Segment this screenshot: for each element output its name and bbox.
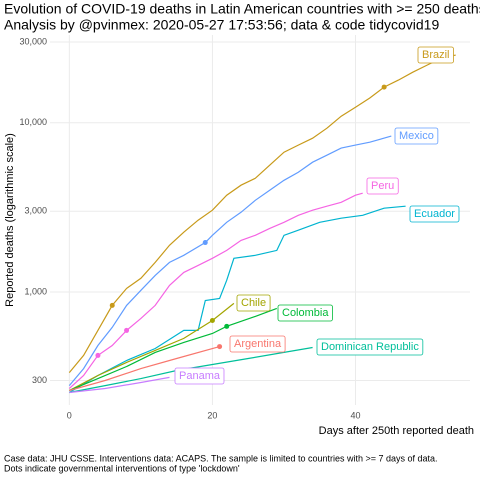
y-tick-label: 3,000: [24, 206, 47, 216]
legend-label: Mexico: [399, 130, 434, 142]
lockdown-dot: [381, 84, 387, 90]
x-axis-title: Days after 250th reported death: [319, 425, 474, 437]
series-line: [69, 346, 313, 394]
series-line: [69, 346, 220, 392]
caption: Dots indicate governmental interventions…: [4, 463, 240, 473]
series-label: Ecuador: [409, 205, 460, 223]
legend-label: Argentina: [234, 338, 282, 350]
lockdown-dot: [224, 323, 230, 329]
legend-label: Brazil: [422, 49, 450, 61]
x-tick-label: 0: [67, 410, 72, 420]
legend-label: Peru: [371, 180, 394, 192]
label-box: [229, 335, 286, 353]
lockdown-dot: [209, 317, 215, 323]
series-label: Dominican Republic: [316, 338, 424, 356]
legend-label: Colombia: [282, 307, 329, 319]
series-line: [68, 192, 363, 389]
legend-label: Panama: [179, 370, 221, 382]
series-label: Mexico: [394, 127, 439, 145]
label-box: [236, 294, 271, 312]
lockdown-dot: [124, 327, 130, 333]
series-line: [68, 135, 392, 386]
lockdown-dot: [95, 352, 101, 358]
y-tick-label: 1,000: [24, 286, 47, 296]
label-box: [417, 46, 454, 64]
y-axis-title: Reported deaths (logarithmic scale): [4, 133, 16, 307]
series-line: [68, 205, 406, 394]
chart-subtitle: Analysis by @pvinmex: 2020-05-27 17:53:5…: [4, 17, 439, 33]
label-box: [394, 127, 439, 145]
legend-label: Ecuador: [414, 208, 455, 220]
lockdown-dot: [109, 302, 115, 308]
series-label: Argentina: [229, 335, 286, 353]
y-tick-label: 10,000: [19, 117, 47, 127]
lockdown-dot: [217, 344, 223, 350]
series-label: Brazil: [417, 46, 454, 64]
legend-label: Dominican Republic: [321, 341, 419, 353]
chart-title: Evolution of COVID-19 deaths in Latin Am…: [4, 1, 480, 17]
y-tick-label: 300: [32, 375, 47, 385]
x-tick-label: 40: [351, 410, 361, 420]
label-box: [316, 338, 424, 356]
grid: [50, 35, 470, 405]
y-tick-label: 30,000: [19, 36, 47, 46]
series-line: [69, 307, 278, 392]
series-label: Chile: [236, 294, 271, 312]
label-box: [277, 304, 333, 322]
lockdown-dot: [202, 240, 208, 246]
label-box: [409, 205, 460, 223]
series-line: [68, 54, 456, 373]
series-label: Panama: [174, 367, 225, 385]
legend-label: Chile: [241, 297, 266, 309]
label-box: [174, 367, 225, 385]
caption: Case data: JHU CSSE. Interventions data:…: [4, 453, 438, 463]
series-line: [69, 376, 170, 394]
x-tick-label: 20: [207, 410, 217, 420]
series-label: Colombia: [277, 304, 333, 322]
series-label: Peru: [366, 177, 399, 195]
label-box: [366, 177, 399, 195]
